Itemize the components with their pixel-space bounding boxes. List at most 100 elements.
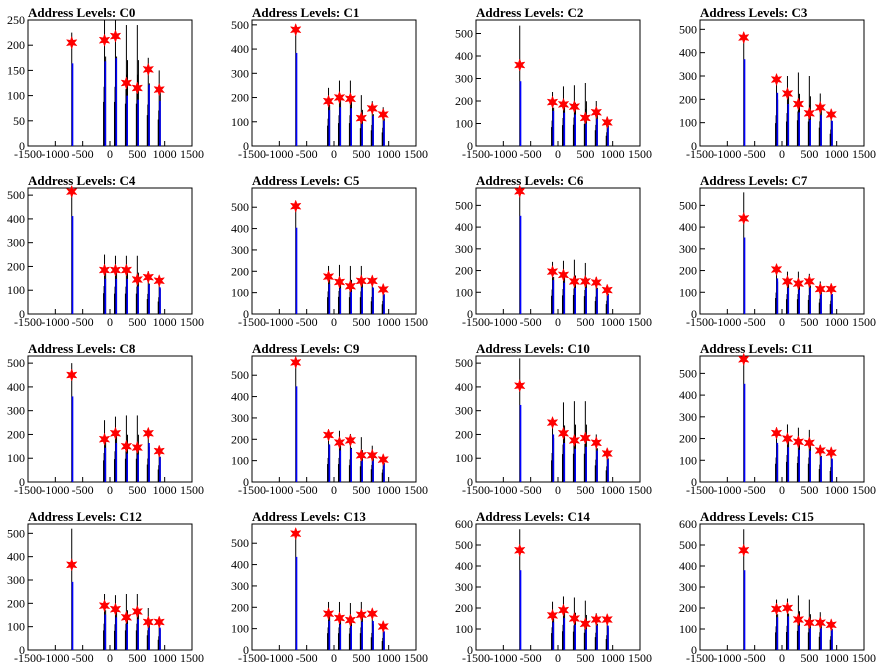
y-tick-label: 0: [19, 643, 25, 657]
chart-title: Address Levels: C4: [28, 173, 136, 188]
plot-frame: [251, 523, 417, 651]
x-tick-label: 500: [352, 651, 370, 665]
y-tick-label: 400: [455, 559, 473, 573]
x-tick-label: 500: [128, 147, 146, 161]
x-tick-label: 1500: [852, 651, 876, 665]
peak-marker: [153, 273, 166, 288]
peak-marker: [65, 558, 78, 572]
x-tick-label: -500: [744, 483, 766, 497]
y-tick-label: 50: [13, 114, 25, 128]
x-tick-label: -500: [744, 147, 766, 161]
peak-marker: [792, 97, 805, 111]
x-tick-label: 0: [107, 315, 113, 329]
chart-title: Address Levels: C8: [28, 341, 136, 356]
y-tick-label: 0: [243, 475, 249, 489]
x-tick-label: -1000: [713, 651, 741, 665]
x-tick-label: 1500: [180, 651, 204, 665]
peak-marker: [109, 602, 122, 616]
peak-marker: [803, 436, 816, 450]
y-tick-label: 200: [679, 92, 697, 106]
y-tick-label: 200: [231, 600, 249, 614]
x-tick-label: 0: [779, 651, 785, 665]
x-tick-label: 1500: [852, 315, 876, 329]
peak-marker: [131, 440, 144, 455]
y-tick-label: 600: [455, 517, 473, 531]
x-tick-label: 1000: [377, 483, 401, 497]
plot-frame: [475, 523, 641, 651]
x-tick-label: -1000: [265, 651, 293, 665]
plot-frame: [27, 187, 193, 315]
x-tick-label: -500: [520, 483, 542, 497]
peak-marker: [737, 543, 750, 558]
x-tick-label: -1000: [41, 483, 69, 497]
x-tick-label: -1500: [14, 315, 42, 329]
y-tick-label: 100: [231, 454, 249, 468]
x-tick-label: 1000: [153, 315, 177, 329]
peak-marker: [825, 445, 838, 460]
peak-marker: [366, 606, 379, 621]
peak-marker: [366, 101, 379, 116]
peak-marker: [601, 612, 614, 627]
chart-panel-1: Address Levels: C10100200300400500-1500-…: [231, 5, 428, 161]
chart-title: Address Levels: C3: [700, 5, 808, 20]
chart-panel-5: Address Levels: C50100200300400500-1500-…: [231, 173, 428, 329]
peak-marker: [579, 431, 592, 445]
y-tick-label: 300: [231, 411, 249, 425]
x-tick-label: -1500: [14, 147, 42, 161]
x-tick-label: -1500: [462, 651, 490, 665]
peak-marker: [557, 97, 570, 112]
chart-panel-4: Address Levels: C40100200300400500-1500-…: [7, 173, 204, 329]
chart-title: Address Levels: C2: [476, 5, 583, 20]
x-tick-label: 0: [779, 147, 785, 161]
x-tick-label: 0: [555, 651, 561, 665]
x-tick-label: 1500: [404, 651, 428, 665]
y-tick-label: 500: [7, 526, 25, 540]
peak-marker: [355, 608, 368, 622]
y-tick-label: 400: [7, 380, 25, 394]
x-tick-label: -1000: [489, 147, 517, 161]
plot-frame: [699, 19, 865, 147]
peak-marker: [366, 448, 379, 463]
peak-marker: [770, 72, 783, 87]
y-tick-label: 400: [455, 49, 473, 63]
y-tick-label: 200: [455, 601, 473, 615]
y-tick-label: 100: [7, 283, 25, 297]
y-tick-label: 0: [19, 475, 25, 489]
chart-title: Address Levels: C7: [700, 173, 808, 188]
peak-marker: [590, 436, 603, 450]
chart-panel-13: Address Levels: C13 0 100 200 300 400 500 -1500…: [231, 509, 428, 665]
y-tick-label: 400: [7, 212, 25, 226]
peak-marker: [803, 615, 816, 630]
y-tick-label: 0: [467, 307, 473, 321]
peak-marker: [377, 619, 390, 634]
y-tick-label: 500: [679, 366, 697, 380]
peak-marker: [131, 272, 144, 287]
peak-marker: [289, 526, 302, 541]
y-tick-label: 0: [19, 307, 25, 321]
peak-marker: [803, 106, 816, 121]
peak-marker: [142, 615, 155, 629]
peak-marker: [781, 431, 794, 446]
x-tick-label: 1000: [825, 651, 849, 665]
x-tick-label: -500: [744, 315, 766, 329]
peak-marker: [65, 368, 78, 382]
chart-panel-10: Address Levels: C10 0 100 200 300 400 500 -1500…: [455, 341, 652, 497]
peak-marker: [792, 276, 805, 291]
y-tick-label: 100: [231, 115, 249, 129]
y-tick-label: 200: [231, 432, 249, 446]
x-tick-label: 500: [352, 315, 370, 329]
x-tick-label: -1000: [489, 651, 517, 665]
x-tick-label: 0: [331, 483, 337, 497]
x-tick-label: 1500: [628, 147, 652, 161]
peak-marker: [333, 90, 346, 105]
x-tick-label: 0: [331, 315, 337, 329]
x-tick-label: 500: [128, 483, 146, 497]
x-tick-label: -1500: [686, 483, 714, 497]
peak-marker: [557, 603, 570, 617]
x-tick-label: 1000: [601, 483, 625, 497]
y-tick-label: 0: [691, 307, 697, 321]
x-tick-label: 1500: [628, 315, 652, 329]
x-tick-label: -1000: [265, 315, 293, 329]
y-tick-label: 100: [679, 285, 697, 299]
